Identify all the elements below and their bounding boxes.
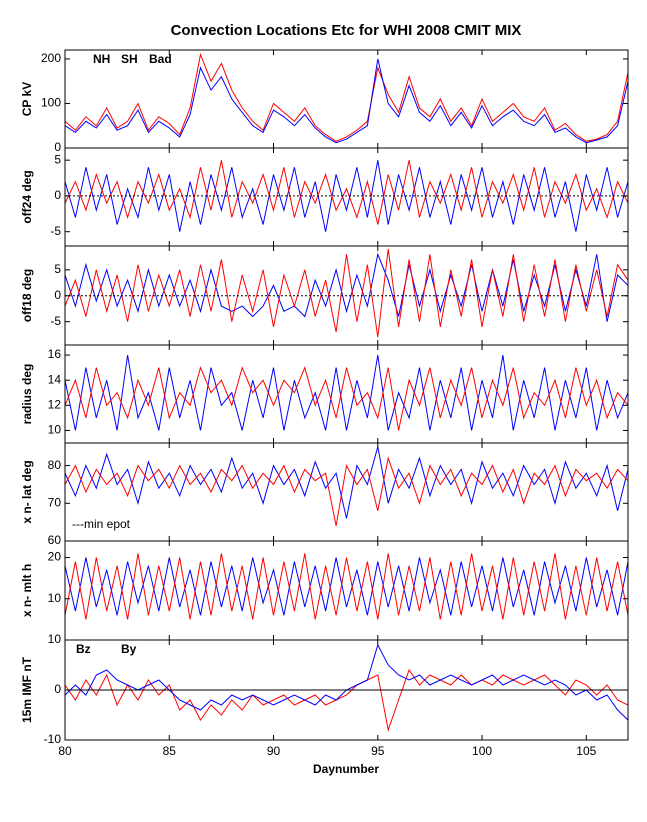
y-tick-label: 0 — [54, 140, 61, 154]
series-line — [65, 366, 628, 431]
y-tick-label: -5 — [50, 224, 61, 238]
series-line — [65, 58, 628, 144]
panel — [65, 249, 628, 338]
y-tick-label: 100 — [41, 96, 61, 110]
y-tick-label: 200 — [41, 51, 61, 65]
x-tick-label: 90 — [267, 744, 281, 758]
series-line — [65, 446, 628, 519]
panel — [65, 355, 628, 431]
annotation: ---min epot — [72, 517, 131, 531]
x-axis-label: Daynumber — [313, 762, 379, 776]
y-tick-label: -10 — [44, 732, 62, 746]
y-axis-label: off18 deg — [20, 269, 34, 322]
y-tick-label: 80 — [48, 458, 62, 472]
y-tick-label: 70 — [48, 495, 62, 509]
y-tick-label: 14 — [48, 372, 62, 386]
y-axis-label: x n- lat deg — [20, 460, 34, 523]
chart-title: Convection Locations Etc for WHI 2008 CM… — [171, 22, 522, 39]
legend-label: Bz — [76, 642, 91, 656]
y-axis-label: radius deg — [20, 364, 34, 425]
series-line — [65, 252, 628, 322]
y-tick-label: 10 — [48, 591, 62, 605]
panel — [65, 446, 628, 526]
panel — [65, 553, 628, 620]
y-tick-label: 16 — [48, 347, 62, 361]
legend-label: NH — [93, 52, 110, 66]
x-tick-label: 100 — [472, 744, 492, 758]
y-axis-label: off24 deg — [20, 170, 34, 223]
legend-label: Bad — [149, 52, 172, 66]
series-line — [65, 355, 628, 431]
x-tick-label: 80 — [58, 744, 72, 758]
panel — [65, 52, 628, 144]
series-line — [65, 557, 628, 616]
y-axis-label: x n- mlt h — [20, 564, 34, 617]
y-tick-label: 0 — [54, 188, 61, 202]
series-line — [65, 456, 628, 526]
series-line — [65, 249, 628, 338]
y-tick-label: 60 — [48, 533, 62, 547]
series-line — [65, 160, 628, 225]
legend-label: By — [121, 642, 137, 656]
series-line — [65, 160, 628, 232]
x-tick-label: 95 — [371, 744, 385, 758]
series-line — [65, 52, 628, 142]
series-line — [65, 553, 628, 620]
y-tick-label: 20 — [48, 550, 62, 564]
y-axis-label: 15m IMF nT — [20, 656, 34, 723]
y-tick-label: 10 — [48, 423, 62, 437]
legend-label: SH — [121, 52, 138, 66]
y-tick-label: -5 — [50, 314, 61, 328]
x-tick-label: 105 — [576, 744, 596, 758]
y-tick-label: 0 — [54, 682, 61, 696]
y-tick-label: 10 — [48, 632, 62, 646]
y-tick-label: 12 — [48, 397, 62, 411]
y-tick-label: 0 — [54, 288, 61, 302]
y-tick-label: 5 — [54, 152, 61, 166]
y-tick-label: 5 — [54, 262, 61, 276]
y-axis-label: CP kV — [20, 82, 34, 116]
panel — [65, 160, 628, 232]
x-tick-label: 85 — [163, 744, 177, 758]
